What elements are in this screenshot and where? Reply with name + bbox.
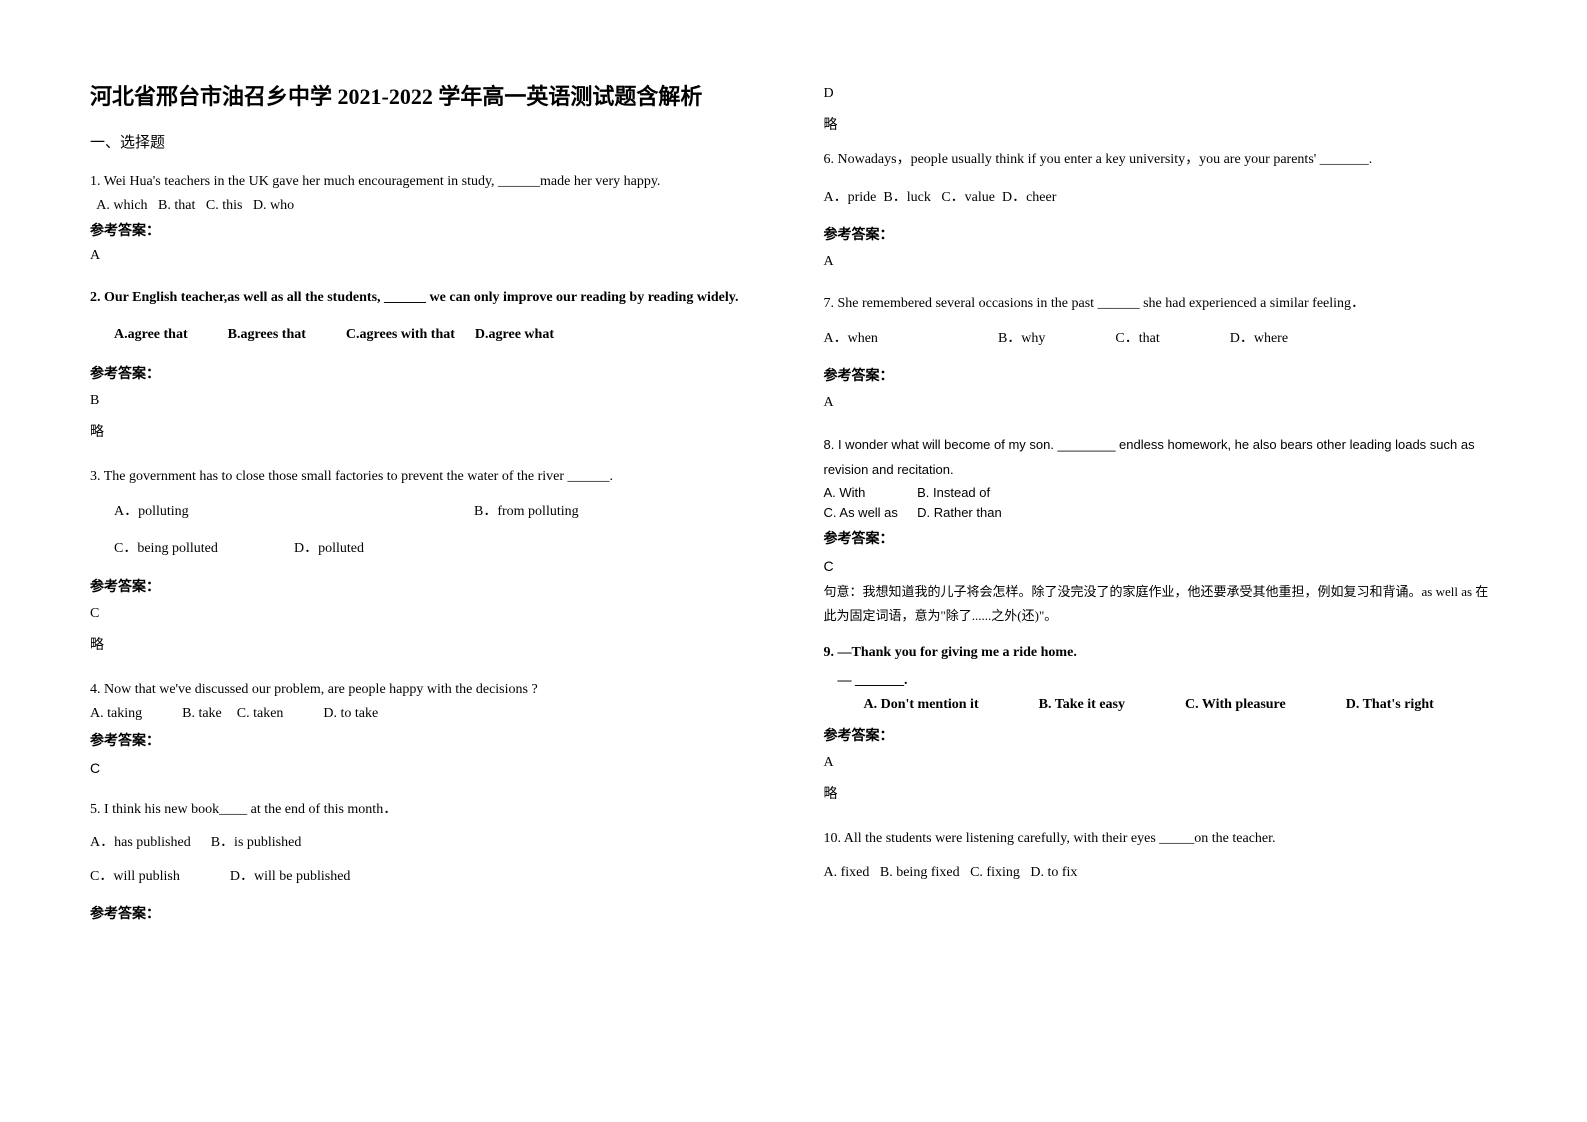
- answer-label: 参考答案：: [824, 725, 1498, 745]
- q8-opt-a: A. With: [824, 483, 914, 504]
- question-3: 3. The government has to close those sma…: [90, 465, 764, 668]
- q2-options: A.agree that B.agrees that C.agrees with…: [90, 323, 764, 347]
- q9-note: 略: [824, 783, 1498, 803]
- q5-opt-b: B．is published: [211, 830, 302, 857]
- document-title: 河北省邢台市油召乡中学 2021-2022 学年高一英语测试题含解析: [90, 80, 764, 113]
- q6-options: A．pride B．luck C．value D．cheer: [824, 186, 1498, 210]
- question-9: 9. —Thank you for giving me a ride home.…: [824, 641, 1498, 817]
- answer-label: 参考答案：: [90, 363, 764, 383]
- q9-opt-d: D. That's right: [1346, 697, 1434, 713]
- answer-label: 参考答案：: [90, 220, 764, 240]
- q4-opt-a: A. taking: [90, 702, 142, 726]
- q4-opt-c: C. taken: [237, 702, 284, 726]
- answer-label: 参考答案：: [824, 365, 1498, 385]
- q1-stem: 1. Wei Hua's teachers in the UK gave her…: [90, 170, 764, 194]
- question-4: 4. Now that we've discussed our problem,…: [90, 678, 764, 788]
- question-5: 5. I think his new book____ at the end o…: [90, 798, 764, 923]
- q6-answer: A: [824, 254, 1498, 270]
- q2-note: 略: [90, 421, 764, 441]
- q5-opt-a: A．has published: [90, 830, 191, 857]
- q4-opt-b: B. take: [182, 702, 222, 726]
- question-2: 2. Our English teacher,as well as all th…: [90, 286, 764, 456]
- q10-options: A. fixed B. being fixed C. fixing D. to …: [824, 861, 1498, 885]
- q8-options: A. With B. Instead of C. As well as D. R…: [824, 483, 1498, 525]
- q8-explanation: 句意：我想知道我的儿子将会怎样。除了没完没了的家庭作业，他还要承受其他重担，例如…: [824, 580, 1498, 627]
- q7-opt-d: D．where: [1230, 327, 1288, 351]
- q2-opt-d: D.agree what: [475, 323, 554, 347]
- q3-answer: C: [90, 606, 764, 622]
- q5-note: 略: [824, 114, 1498, 134]
- q9-options: A. Don't mention it B. Take it easy C. W…: [824, 697, 1498, 713]
- q7-opt-b: B．why: [998, 327, 1045, 351]
- q1-answer: A: [90, 248, 764, 264]
- q8-opt-b: B. Instead of: [917, 485, 990, 500]
- q5-stem: 5. I think his new book____ at the end o…: [90, 798, 764, 822]
- q3-opt-b: B．from polluting: [474, 499, 579, 526]
- left-column: 河北省邢台市油召乡中学 2021-2022 学年高一英语测试题含解析 一、选择题…: [90, 80, 764, 1082]
- q7-opt-a: A．when: [824, 327, 878, 351]
- q3-opt-a: A．polluting: [114, 499, 334, 526]
- answer-label: 参考答案：: [824, 224, 1498, 244]
- question-8: 8. I wonder what will become of my son. …: [824, 433, 1498, 627]
- answer-label: 参考答案：: [824, 528, 1498, 548]
- q9-opt-a: A. Don't mention it: [864, 697, 979, 713]
- q2-opt-a: A.agree that: [114, 323, 188, 347]
- q1-options: A. which B. that C. this D. who: [90, 194, 764, 218]
- q8-opt-d: D. Rather than: [917, 505, 1002, 520]
- answer-label: 参考答案：: [90, 730, 764, 750]
- q9-opt-b: B. Take it easy: [1039, 697, 1125, 713]
- q2-opt-c: C.agrees with that: [346, 323, 455, 347]
- q6-stem: 6. Nowadays，people usually think if you …: [824, 148, 1498, 172]
- q3-opt-d: D．polluted: [294, 536, 364, 563]
- q5-options: A．has published B．is published C．will pu…: [90, 830, 764, 891]
- q10-stem: 10. All the students were listening care…: [824, 827, 1498, 851]
- right-column: D 略 6. Nowadays，people usually think if …: [824, 80, 1498, 1082]
- q8-opt-c: C. As well as: [824, 503, 914, 524]
- q7-opt-c: C．that: [1115, 327, 1159, 351]
- q9-blank: — _______.: [824, 673, 1498, 689]
- q3-opt-c: C．being polluted: [114, 536, 264, 563]
- q7-stem: 7. She remembered several occasions in t…: [824, 292, 1498, 316]
- section-heading: 一、选择题: [90, 131, 764, 152]
- q5-answer: D: [824, 86, 1498, 102]
- question-7: 7. She remembered several occasions in t…: [824, 292, 1498, 424]
- q2-stem: 2. Our English teacher,as well as all th…: [90, 286, 764, 310]
- q8-answer: C: [824, 558, 1498, 574]
- q2-opt-b: B.agrees that: [228, 323, 306, 347]
- q9-stem: 9. —Thank you for giving me a ride home.: [824, 641, 1498, 665]
- q8-stem: 8. I wonder what will become of my son. …: [824, 433, 1498, 482]
- answer-label: 参考答案：: [90, 576, 764, 596]
- q4-opt-d: D. to take: [323, 702, 378, 726]
- q4-options: A. taking B. take C. taken D. to take: [90, 702, 764, 726]
- q3-stem: 3. The government has to close those sma…: [90, 465, 764, 489]
- q9-opt-c: C. With pleasure: [1185, 697, 1286, 713]
- q5-opt-d: D．will be published: [230, 864, 351, 891]
- q3-options: A．polluting B．from polluting C．being pol…: [90, 499, 764, 562]
- q7-options: A．when B．why C．that D．where: [824, 327, 1498, 351]
- q7-answer: A: [824, 395, 1498, 411]
- q9-answer: A: [824, 755, 1498, 771]
- q5-opt-c: C．will publish: [90, 864, 180, 891]
- q3-note: 略: [90, 634, 764, 654]
- question-1: 1. Wei Hua's teachers in the UK gave her…: [90, 170, 764, 276]
- q4-answer: C: [90, 760, 764, 776]
- answer-label: 参考答案：: [90, 903, 764, 923]
- q4-stem: 4. Now that we've discussed our problem,…: [90, 678, 764, 702]
- question-10: 10. All the students were listening care…: [824, 827, 1498, 885]
- question-6: 6. Nowadays，people usually think if you …: [824, 148, 1498, 282]
- q2-answer: B: [90, 393, 764, 409]
